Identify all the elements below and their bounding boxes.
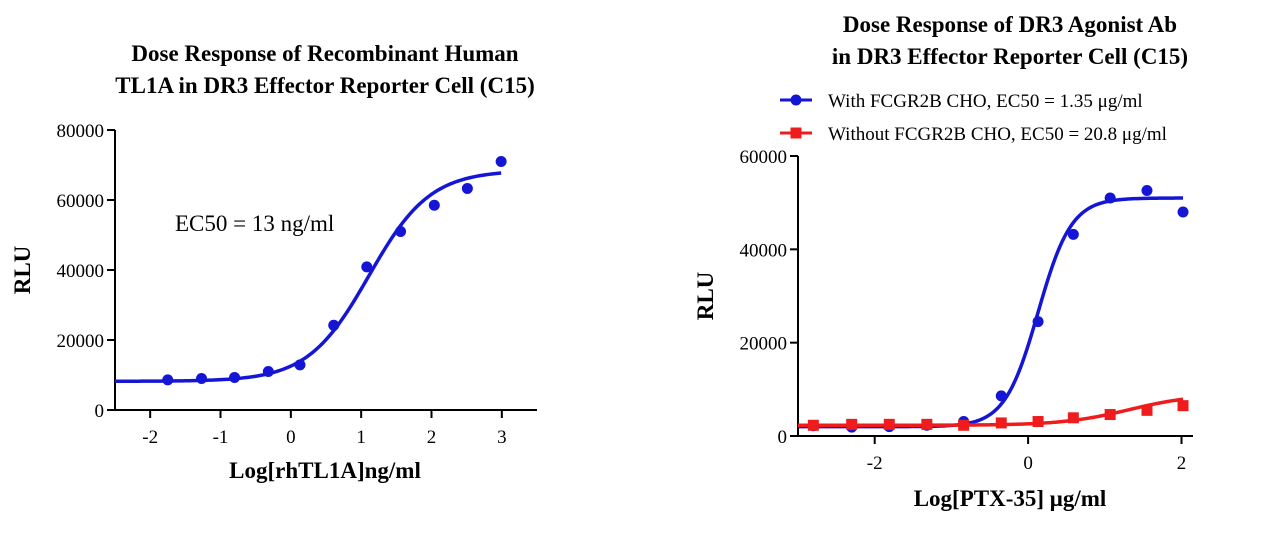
chart-1-series-0-point	[461, 182, 473, 194]
chart-1-title-line-1: Dose Response of Recombinant Human	[131, 41, 518, 66]
chart-2-series-1-point	[995, 417, 1007, 429]
chart-1-x-tick-label: -2	[142, 427, 158, 448]
chart-2-series-1-point	[883, 418, 895, 430]
chart-1-x-axis-label: Log[rhTL1A]ng/ml	[229, 458, 421, 483]
chart-1-y-tick-label: 0	[95, 401, 105, 422]
chart-2-legend: With FCGR2B CHO, EC50 = 1.35 μg/ml Witho…	[780, 91, 1167, 145]
chart-1-x-tick-label: 2	[427, 427, 437, 448]
chart-2-series-1-fit-curve	[798, 397, 1184, 428]
chart-1-series-0-fit-curve	[114, 171, 502, 383]
chart-1-x-tick-label: 1	[356, 427, 366, 448]
chart-1-ec50-annotation: EC50 = 13 ng/ml	[175, 211, 334, 236]
chart-1-title-line-2: TL1A in DR3 Effector Reporter Cell (C15)	[115, 73, 534, 98]
chart-2-x-tick-label: 2	[1177, 453, 1187, 474]
chart-2-series-0-fit-curve	[798, 196, 1184, 429]
chart-2: Dose Response of DR3 Agonist Ab in DR3 E…	[693, 12, 1193, 511]
legend-marker-without-fcgr2b	[790, 127, 802, 139]
chart-2-series-0-point	[995, 390, 1007, 402]
chart-1-y-tick-label: 20000	[57, 331, 105, 352]
chart-1-curves	[114, 171, 502, 383]
chart-2-series-0-point	[1032, 316, 1044, 328]
legend-label-without-fcgr2b: Without FCGR2B CHO, EC50 = 20.8 μg/ml	[828, 124, 1167, 145]
legend-marker-with-fcgr2b	[790, 94, 802, 106]
chart-1-y-tick-label: 60000	[57, 191, 105, 212]
chart-1-y-axis-label: RLU	[10, 245, 35, 294]
chart-2-y-tick-label: 0	[778, 427, 788, 448]
chart-2-y-tick-label: 60000	[740, 147, 788, 168]
legend-label-with-fcgr2b: With FCGR2B CHO, EC50 = 1.35 μg/ml	[828, 91, 1143, 112]
chart-1-y-tick-label: 40000	[57, 261, 105, 282]
chart-2-series-1-point	[921, 418, 933, 430]
chart-2-series-1-point	[958, 419, 970, 431]
chart-2-y-tick-label: 40000	[740, 240, 788, 261]
chart-1-axes: 0 20000 40000 60000 80000 -2 -1 0 1 2 3	[57, 121, 537, 448]
chart-1-x-tick-label: -1	[213, 427, 229, 448]
chart-1-series-0-point	[495, 156, 507, 167]
chart-1-series-0-point	[294, 359, 306, 371]
chart-2-series-1-point	[1104, 409, 1116, 421]
chart-2-series-0-point	[1104, 192, 1116, 204]
chart-2-curves	[798, 196, 1184, 429]
chart-2-series-1-point	[1177, 400, 1189, 412]
chart-1-series-0-point	[262, 366, 274, 377]
chart-2-x-tick-label: -2	[867, 453, 883, 474]
chart-2-series-1-point	[1032, 416, 1044, 428]
chart-2-series-1-point	[846, 418, 858, 430]
chart-1-series-0-point	[361, 261, 373, 273]
chart-2-y-axis-label: RLU	[693, 271, 718, 320]
chart-2-title-line-1: Dose Response of DR3 Agonist Ab	[843, 12, 1177, 37]
chart-2-x-tick-label: 0	[1023, 453, 1033, 474]
chart-1-series-0-point	[428, 199, 440, 211]
chart-1-x-tick-label: 0	[286, 427, 296, 448]
chart-1-series-0-point	[162, 374, 174, 386]
chart-2-axes: 0 20000 40000 60000 -2 0 2	[740, 147, 1193, 474]
chart-2-series-0-point	[1067, 228, 1079, 240]
chart-2-series-1-point	[1141, 404, 1153, 416]
chart-1-y-tick-label: 80000	[57, 121, 105, 142]
chart-1-x-tick-label: 3	[497, 427, 507, 448]
chart-1-series-0-point	[395, 226, 407, 237]
chart-2-series-1-point	[1067, 412, 1079, 424]
chart-2-series-0-point	[1141, 185, 1153, 197]
chart-1-series-0-point	[328, 319, 340, 331]
chart-2-y-tick-label: 20000	[740, 334, 788, 355]
chart-1: Dose Response of Recombinant Human TL1A …	[10, 41, 537, 483]
chart-2-series-1-point	[807, 419, 819, 431]
chart-2-title-line-2: in DR3 Effector Reporter Cell (C15)	[832, 44, 1188, 69]
chart-1-points	[162, 156, 507, 386]
chart-2-points	[807, 185, 1189, 433]
chart-2-x-axis-label: Log[PTX-35] μg/ml	[914, 486, 1107, 511]
chart-1-series-0-point	[196, 373, 208, 384]
chart-2-series-0-point	[1177, 206, 1189, 218]
chart-1-series-0-point	[229, 371, 241, 383]
